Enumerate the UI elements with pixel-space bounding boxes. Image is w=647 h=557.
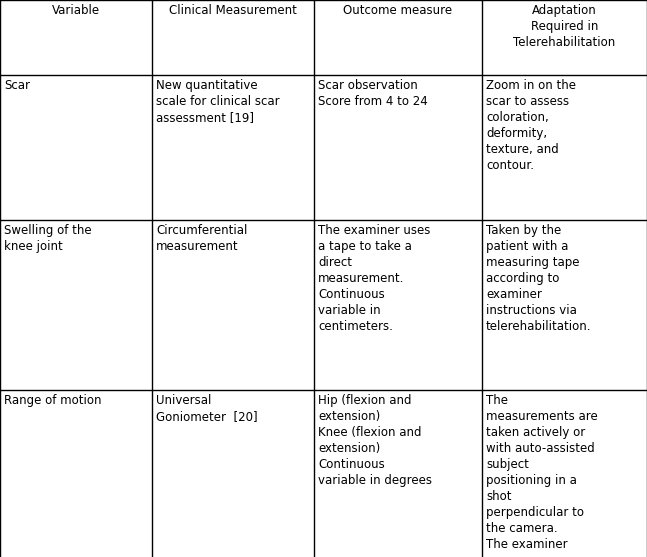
Text: The
measurements are
taken actively or
with auto-assisted
subject
positioning in: The measurements are taken actively or w… — [486, 394, 598, 551]
Text: Universal
Goniometer  [20]: Universal Goniometer [20] — [156, 394, 258, 423]
Text: Adaptation
Required in
Telerehabilitation: Adaptation Required in Telerehabilitatio… — [513, 4, 616, 49]
Text: New quantitative
scale for clinical scar
assessment [19]: New quantitative scale for clinical scar… — [156, 79, 280, 124]
Text: Variable: Variable — [52, 4, 100, 17]
Text: Swelling of the
knee joint: Swelling of the knee joint — [4, 224, 92, 253]
Text: Taken by the
patient with a
measuring tape
according to
examiner
instructions vi: Taken by the patient with a measuring ta… — [486, 224, 591, 333]
Text: Scar observation
Score from 4 to 24: Scar observation Score from 4 to 24 — [318, 79, 428, 108]
Text: Zoom in on the
scar to assess
coloration,
deformity,
texture, and
contour.: Zoom in on the scar to assess coloration… — [486, 79, 576, 172]
Text: Scar: Scar — [4, 79, 30, 92]
Text: The examiner uses
a tape to take a
direct
measurement.
Continuous
variable in
ce: The examiner uses a tape to take a direc… — [318, 224, 430, 333]
Text: Clinical Measurement: Clinical Measurement — [169, 4, 297, 17]
Text: Range of motion: Range of motion — [4, 394, 102, 407]
Text: Circumferential
measurement: Circumferential measurement — [156, 224, 247, 253]
Text: Hip (flexion and
extension)
Knee (flexion and
extension)
Continuous
variable in : Hip (flexion and extension) Knee (flexio… — [318, 394, 432, 487]
Text: Outcome measure: Outcome measure — [344, 4, 452, 17]
